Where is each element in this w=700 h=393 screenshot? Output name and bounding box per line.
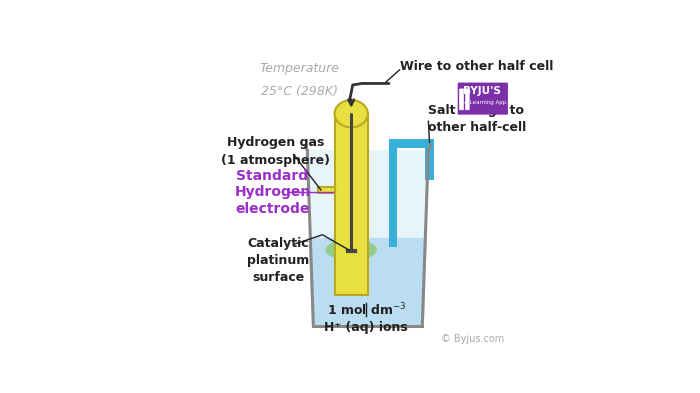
Polygon shape [426,140,434,180]
Text: other half-cell: other half-cell [428,121,526,134]
Ellipse shape [335,100,368,127]
FancyBboxPatch shape [459,89,469,110]
Text: Wire to other half cell: Wire to other half cell [400,61,553,73]
Text: BYJU'S: BYJU'S [463,86,501,96]
Text: Standard: Standard [237,169,309,183]
FancyBboxPatch shape [458,83,508,115]
Polygon shape [335,114,368,295]
Text: electrode: electrode [235,202,309,216]
Polygon shape [307,150,428,325]
Polygon shape [318,187,335,193]
Text: Catalytic: Catalytic [248,237,309,250]
Text: 1 mol dm$^{-3}$: 1 mol dm$^{-3}$ [326,302,406,319]
Text: surface: surface [253,271,304,284]
Polygon shape [389,140,434,148]
Text: (1 atmosphere): (1 atmosphere) [221,154,330,167]
Text: Salt bridge to: Salt bridge to [428,104,524,117]
Polygon shape [309,238,427,325]
Ellipse shape [426,140,434,148]
Polygon shape [389,140,398,247]
Ellipse shape [389,140,398,148]
Ellipse shape [326,239,377,261]
Text: © Byjus.com: © Byjus.com [440,334,504,344]
Text: The Learning App: The Learning App [458,100,506,105]
Text: Hydrogen: Hydrogen [234,185,311,199]
Text: Hydrogen gas: Hydrogen gas [227,136,324,149]
Text: H⁺ (aq) ions: H⁺ (aq) ions [324,321,408,334]
Text: platinum: platinum [247,254,309,267]
Text: 25°C (298K): 25°C (298K) [261,84,338,97]
Text: Temperature: Temperature [260,62,340,75]
